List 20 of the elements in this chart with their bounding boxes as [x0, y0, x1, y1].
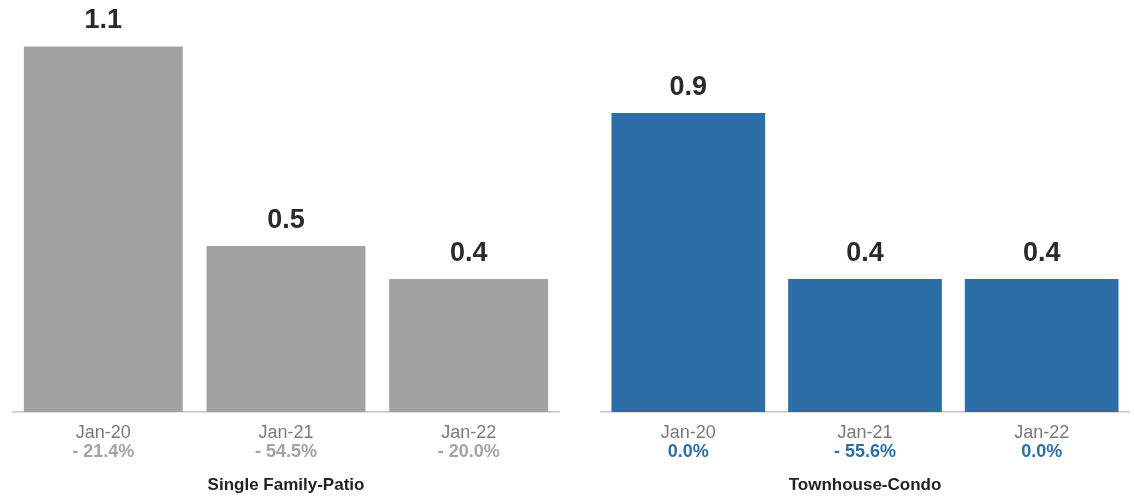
data-label: 0.5: [267, 203, 305, 234]
x-tick-label: Jan-22: [441, 421, 497, 442]
x-axis-title: Single Family-Patio: [207, 475, 365, 495]
text: - 54.5%: [254, 440, 318, 461]
data-label: 1.1: [84, 4, 123, 35]
text: - 20.0%: [437, 440, 500, 461]
x-tick-label: Jan-20: [75, 421, 131, 442]
text: 0.0%: [667, 440, 709, 461]
x-tick-label: Jan-21: [258, 421, 314, 442]
data-label: 0.4: [1022, 237, 1061, 268]
text: - 55.6%: [833, 440, 897, 461]
x-axis-title: Townhouse-Condo: [788, 475, 942, 495]
x-tick-label: Jan-20: [660, 421, 716, 442]
data-label: 0.4: [449, 237, 488, 268]
text: - 21.4%: [72, 440, 135, 461]
data-label: 0.4: [846, 237, 884, 268]
x-tick-label: Jan-22: [1014, 421, 1070, 442]
data-label: 0.9: [669, 70, 708, 101]
text: 0.0%: [1021, 440, 1063, 461]
x-tick-label: Jan-21: [837, 421, 893, 442]
